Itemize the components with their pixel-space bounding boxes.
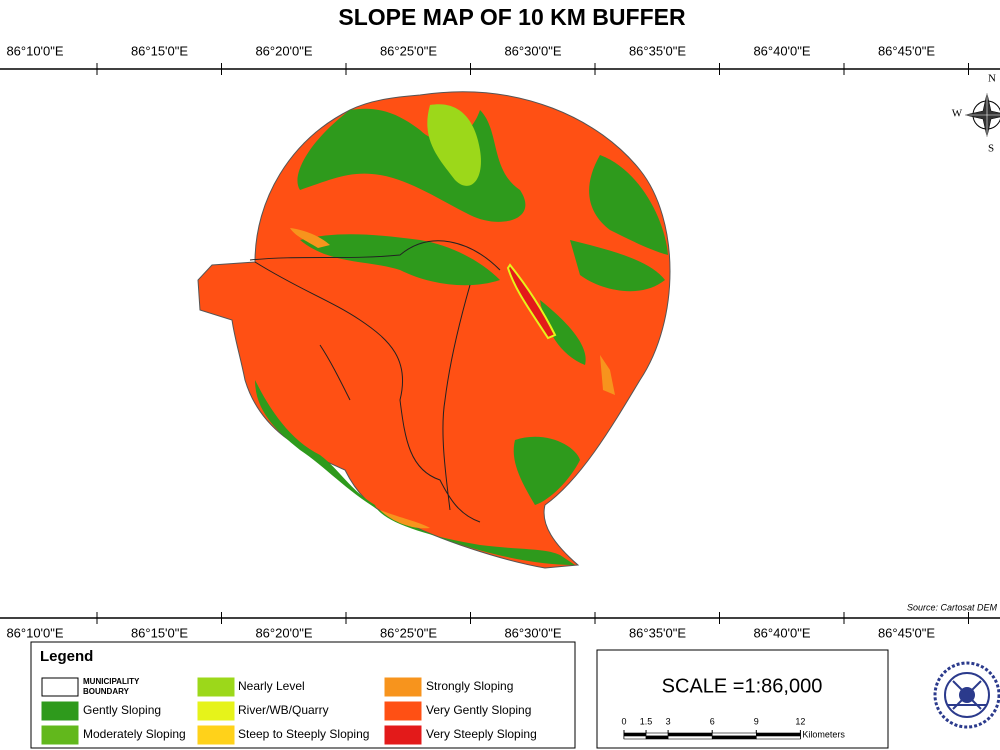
legend-title: Legend xyxy=(40,648,93,665)
legend-swatch xyxy=(41,701,79,721)
legend-swatch xyxy=(384,725,422,745)
longitude-label: 86°10'0"E xyxy=(6,43,63,58)
longitude-label: 86°20'0"E xyxy=(255,43,312,58)
longitude-label: 86°35'0"E xyxy=(629,43,686,58)
scale-segment xyxy=(667,735,713,740)
longitude-label: 86°30'0"E xyxy=(504,625,561,640)
longitude-label: 86°25'0"E xyxy=(380,43,437,58)
scale-unit: Kilometers xyxy=(802,729,845,739)
longitude-label: 86°30'0"E xyxy=(504,43,561,58)
scale-segment xyxy=(645,735,669,740)
legend-swatch xyxy=(197,701,235,721)
legend-label-line: MUNICIPALITY xyxy=(83,677,140,686)
legend-label: Very Steeply Sloping xyxy=(426,727,537,741)
legend-swatch xyxy=(41,677,79,697)
scale-segment xyxy=(623,735,647,740)
legend-swatch xyxy=(384,701,422,721)
longitude-label: 86°45'0"E xyxy=(878,625,935,640)
longitude-label: 86°35'0"E xyxy=(629,625,686,640)
longitude-label: 86°40'0"E xyxy=(753,43,810,58)
legend-label: Moderately Sloping xyxy=(83,727,186,741)
scale-segment xyxy=(645,732,669,737)
institute-logo xyxy=(933,661,1000,729)
north-arrow xyxy=(964,92,1000,138)
legend-label-line: BOUNDARY xyxy=(83,687,130,696)
scale-box xyxy=(596,649,889,749)
legend-label: River/WB/Quarry xyxy=(238,703,329,717)
scale-segment xyxy=(623,732,647,737)
scale-tick-label: 3 xyxy=(666,716,671,726)
compass-n: N xyxy=(988,73,996,85)
legend-label: Nearly Level xyxy=(238,679,305,693)
scale-segment xyxy=(755,732,801,737)
scale-tick-label: 12 xyxy=(795,716,805,726)
legend-label: Strongly Sloping xyxy=(426,679,513,693)
scale-segment xyxy=(667,732,713,737)
longitude-label: 86°20'0"E xyxy=(255,625,312,640)
legend-swatch xyxy=(197,725,235,745)
legend-label: Very Gently Sloping xyxy=(426,703,531,717)
compass-s: S xyxy=(988,143,994,155)
legend-label: Steep to Steeply Sloping xyxy=(238,727,369,741)
longitude-label: 86°15'0"E xyxy=(131,43,188,58)
legend-label: MUNICIPALITY BOUNDARY xyxy=(83,677,140,696)
scale-tick-label: 0 xyxy=(621,716,626,726)
source-note: Source: Cartosat DEM xyxy=(907,602,998,612)
longitude-label: 86°15'0"E xyxy=(131,625,188,640)
scale-segment xyxy=(755,735,801,740)
map-title: SLOPE MAP OF 10 KM BUFFER xyxy=(338,4,686,30)
legend-swatch xyxy=(41,725,79,745)
slope-map xyxy=(197,91,671,569)
longitude-label: 86°40'0"E xyxy=(753,625,810,640)
legend-label: Gently Sloping xyxy=(83,703,161,717)
longitude-label: 86°10'0"E xyxy=(6,625,63,640)
legend-box xyxy=(30,641,576,749)
scale-segment xyxy=(711,735,757,740)
legend-swatch xyxy=(197,677,235,697)
scale-tick-label: 9 xyxy=(754,716,759,726)
legend-swatch xyxy=(384,677,422,697)
scale-text: SCALE =1:86,000 xyxy=(662,675,823,697)
longitude-label: 86°45'0"E xyxy=(878,43,935,58)
compass-w: W xyxy=(952,108,963,120)
scale-tick-label: 6 xyxy=(710,716,715,726)
longitude-label: 86°25'0"E xyxy=(380,625,437,640)
scale-segment xyxy=(711,732,757,737)
scale-tick-label: 1.5 xyxy=(640,716,653,726)
